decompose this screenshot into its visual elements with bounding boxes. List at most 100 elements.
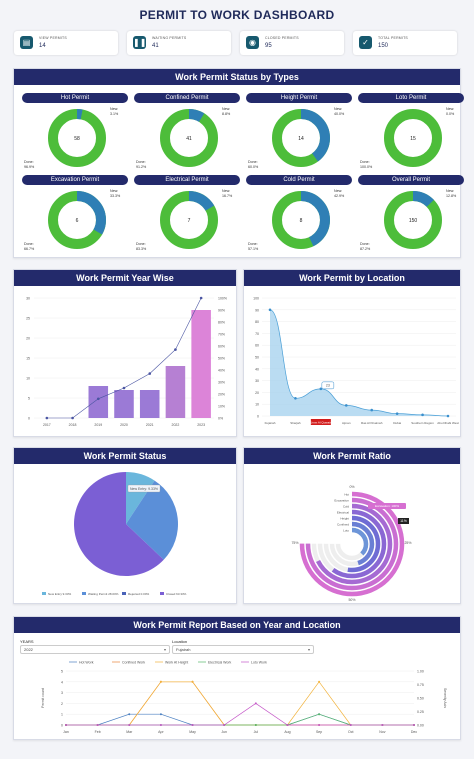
series-point[interactable] bbox=[254, 702, 257, 705]
x-tick-label: 2021 bbox=[146, 423, 154, 427]
location-point[interactable] bbox=[446, 414, 450, 418]
cumulative-point[interactable] bbox=[96, 397, 100, 401]
cumulative-point[interactable] bbox=[174, 348, 177, 351]
kpi-closed-permits[interactable]: ◉ CLOSED PERMITS 95 bbox=[240, 31, 344, 55]
series-point[interactable] bbox=[223, 724, 226, 726]
series-point[interactable] bbox=[318, 713, 321, 716]
series-point[interactable] bbox=[159, 724, 162, 726]
location-select[interactable]: Fujairah ▾ bbox=[172, 645, 314, 654]
y-axis-label: Permit count bbox=[41, 688, 45, 708]
y2-tick-label: 0.50 bbox=[417, 697, 424, 701]
ratio-bar[interactable] bbox=[329, 521, 375, 567]
donut-card[interactable]: Overall Permit 150 New: 12.8% Done: 87.2% bbox=[358, 175, 464, 255]
new-pct: 42.9% bbox=[334, 194, 345, 198]
y2-tick-label: 0.25 bbox=[417, 710, 424, 714]
y2-tick-label: 0.00 bbox=[417, 724, 424, 728]
new-arc bbox=[384, 191, 442, 249]
kpi-view-permits[interactable]: ▤ VIEW PERMITS 14 bbox=[14, 31, 118, 55]
donut-card[interactable]: Excavation Permit 6 New: 33.3% Done: 66.7% bbox=[22, 175, 128, 255]
donut-card[interactable]: Electrical Permit 7 New: 16.7% Done: 83.3% bbox=[134, 175, 240, 255]
donut-chart: 150 New:12.8% Done:87.2% bbox=[360, 189, 457, 251]
tooltip-text: 11% bbox=[400, 519, 407, 523]
location-point[interactable] bbox=[268, 308, 272, 312]
location-point[interactable] bbox=[395, 412, 399, 415]
kpi-label: WAITING PERMITS bbox=[152, 36, 187, 40]
y-tick-label: 0 bbox=[28, 417, 30, 421]
ratio-bar[interactable] bbox=[299, 491, 405, 597]
donut-card[interactable]: Hot Permit 58 New: 3.1% Done: 96.9% bbox=[22, 93, 128, 173]
status-pie-chart: New Entry: 9.33% New Entry 9.33% Waiting P… bbox=[42, 472, 187, 596]
year-bar[interactable] bbox=[114, 390, 134, 418]
y-tick-label: 90 bbox=[255, 308, 259, 312]
location-point[interactable] bbox=[421, 413, 424, 417]
cumulative-point[interactable] bbox=[199, 296, 203, 300]
new-label: New: bbox=[446, 189, 454, 193]
location-point[interactable] bbox=[370, 408, 374, 412]
year-bar[interactable] bbox=[139, 390, 160, 418]
pause-icon: ❚❚ bbox=[133, 36, 147, 49]
y-tick-label: 20 bbox=[26, 337, 30, 341]
year-bar[interactable] bbox=[165, 366, 186, 418]
donut-card[interactable]: Cold Permit 8 New: 42.9% Done: 57.1% bbox=[246, 175, 352, 255]
series-point[interactable] bbox=[159, 713, 162, 716]
donut-card[interactable]: Loto Permit 15 New: 0.0% Done: 100.0% bbox=[358, 93, 464, 173]
series-point[interactable] bbox=[128, 713, 131, 716]
location-point[interactable] bbox=[294, 397, 297, 400]
kpi-waiting-permits[interactable]: ❚❚ WAITING PERMITS 41 bbox=[127, 31, 231, 55]
series-point[interactable] bbox=[159, 680, 162, 683]
series-point[interactable] bbox=[191, 680, 194, 683]
series-point[interactable] bbox=[381, 724, 384, 726]
series-point[interactable] bbox=[254, 724, 257, 726]
ratio-bar[interactable] bbox=[335, 527, 369, 561]
pie-slice[interactable] bbox=[74, 472, 164, 576]
year-bar[interactable] bbox=[88, 386, 109, 418]
x-tick-label: Oct bbox=[348, 730, 353, 734]
chevron-down-icon: ▾ bbox=[163, 647, 166, 652]
document-icon: ▤ bbox=[20, 36, 33, 49]
donut-center-value: 8 bbox=[300, 218, 303, 224]
ratio-bar[interactable] bbox=[323, 515, 381, 573]
location-select-value: Fujairah bbox=[176, 647, 191, 652]
location-point[interactable] bbox=[344, 404, 348, 407]
series-point[interactable] bbox=[96, 724, 99, 726]
y2-tick-label: 70% bbox=[218, 333, 225, 337]
year-bar[interactable] bbox=[191, 310, 211, 418]
y-tick-label: 50 bbox=[255, 356, 259, 360]
x-tick-label: Fujairah bbox=[265, 421, 276, 425]
ratio-label: Loto bbox=[343, 529, 349, 533]
cumulative-point[interactable] bbox=[45, 416, 49, 420]
cumulative-point[interactable] bbox=[122, 386, 126, 390]
cumulative-point[interactable] bbox=[148, 372, 152, 375]
ratio-bar[interactable] bbox=[305, 497, 399, 591]
year-wise-chart: 0 5 10 15 20 25 30 0% 10% 20% 30% 40% 50% 60% 70% 80% 90… bbox=[26, 296, 227, 428]
series-point[interactable] bbox=[128, 724, 131, 726]
report-line-chart: Hot Work Confined Work Work At Height Elect… bbox=[41, 661, 447, 735]
donut-card[interactable]: Height Permit 14 New: 40.0% Done: 60.0% bbox=[246, 93, 352, 173]
series-point[interactable] bbox=[318, 680, 321, 683]
legend-label: Rejected 0.00% bbox=[128, 592, 150, 596]
legend-label: Work At Height bbox=[165, 661, 188, 665]
new-label: New: bbox=[222, 107, 230, 111]
kpi-value: 95 bbox=[265, 43, 272, 49]
years-select[interactable]: 2022 ▾ bbox=[20, 645, 170, 654]
pie-slice[interactable] bbox=[126, 480, 178, 560]
series-point[interactable] bbox=[349, 724, 352, 726]
done-label: Done: bbox=[248, 160, 258, 164]
kpi-total-permits[interactable]: ✓ TOTAL PERMITS 150 bbox=[353, 31, 457, 55]
donut-card[interactable]: Confined Permit 41 New: 8.8% Done: 91.2% bbox=[134, 93, 240, 173]
series-point[interactable] bbox=[413, 724, 415, 726]
cumulative-point[interactable] bbox=[71, 416, 74, 420]
ratio-bar[interactable] bbox=[311, 503, 393, 585]
series-point[interactable] bbox=[191, 724, 194, 726]
legend-swatch bbox=[160, 592, 164, 595]
series-point[interactable] bbox=[318, 724, 321, 726]
location-point[interactable] bbox=[319, 387, 323, 391]
donut-title: Confined Permit bbox=[134, 93, 240, 103]
ratio-bar[interactable] bbox=[317, 509, 387, 579]
y-tick-label: 5 bbox=[28, 397, 30, 401]
series-point[interactable] bbox=[65, 724, 67, 726]
donut-center-value: 150 bbox=[409, 218, 418, 224]
donut-center-value: 58 bbox=[74, 136, 80, 142]
y2-tick-label: 100% bbox=[218, 297, 227, 301]
series-point[interactable] bbox=[286, 724, 289, 726]
